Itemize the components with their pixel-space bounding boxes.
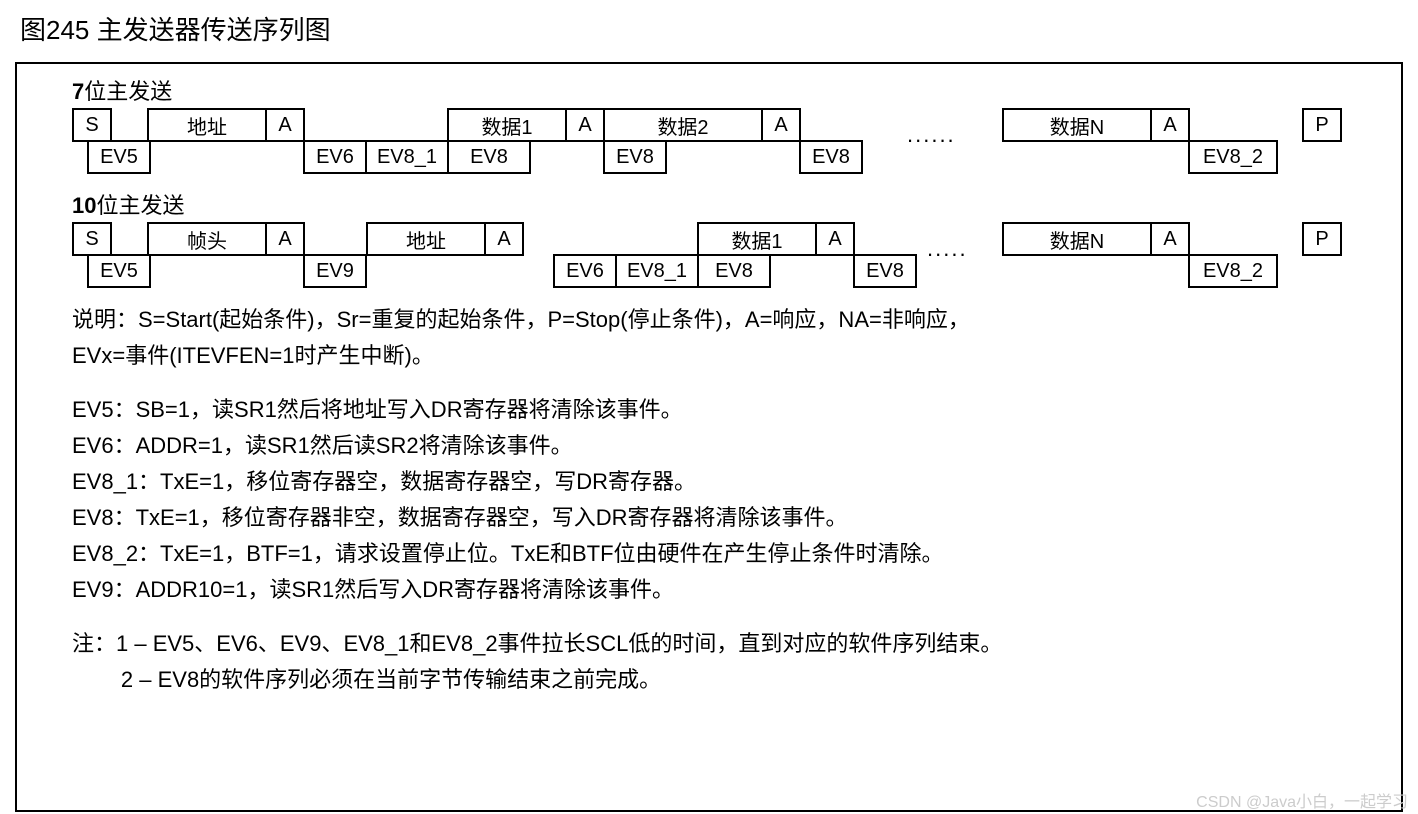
seq-box-bot: EV9 <box>303 254 367 288</box>
seq-box-bot: EV8 <box>447 140 531 174</box>
page: 图245 主发送器传送序列图 7位主发送 S地址A数据1A数据2A数据NAPEV… <box>0 0 1418 814</box>
seq-box-top: A <box>265 108 305 142</box>
ellipsis: ..... <box>927 236 968 262</box>
seq-box-bot: EV6 <box>553 254 617 288</box>
desc-ev6: EV6：ADDR=1，读SR1然后读SR2将清除该事件。 <box>72 428 1401 464</box>
seq-box-bot: EV8_2 <box>1188 140 1278 174</box>
seq-box-top: A <box>815 222 855 256</box>
section-10bit-label: 10位主发送 <box>72 188 1401 220</box>
seq-box-top: 地址 <box>147 108 267 142</box>
desc-ev8-1: EV8_1：TxE=1，移位寄存器空，数据寄存器空，写DR寄存器。 <box>72 464 1401 500</box>
desc-ev8-2: EV8_2：TxE=1，BTF=1，请求设置停止位。TxE和BTF位由硬件在产生… <box>72 536 1401 572</box>
desc-legend-2: EVx=事件(ITEVFEN=1时产生中断)。 <box>72 338 1401 374</box>
desc-ev9: EV9：ADDR10=1，读SR1然后写入DR寄存器将清除该事件。 <box>72 572 1401 608</box>
desc-legend-1: 说明：S=Start(起始条件)，Sr=重复的起始条件，P=Stop(停止条件)… <box>72 302 1401 338</box>
seq-box-bot: EV8 <box>853 254 917 288</box>
seq-box-top: 数据N <box>1002 108 1152 142</box>
seq-box-top: A <box>1150 222 1190 256</box>
desc-note2: 2 – EV8的软件序列必须在当前字节传输结束之前完成。 <box>72 662 1401 698</box>
diagram-frame: 7位主发送 S地址A数据1A数据2A数据NAPEV5EV6EV8_1EV8EV8… <box>15 62 1403 812</box>
desc-ev5: EV5：SB=1，读SR1然后将地址写入DR寄存器将清除该事件。 <box>72 392 1401 428</box>
seq-box-top: S <box>72 222 112 256</box>
seq-box-top: A <box>761 108 801 142</box>
ellipsis: ...... <box>907 122 956 148</box>
seq-box-top: P <box>1302 222 1342 256</box>
seq-box-bot: EV8 <box>799 140 863 174</box>
seq-box-top: 地址 <box>366 222 486 256</box>
seq-box-bot: EV8_2 <box>1188 254 1278 288</box>
section-7bit-label: 7位主发送 <box>72 74 1401 106</box>
seq-box-bot: EV5 <box>87 140 151 174</box>
seq-box-top: 数据2 <box>603 108 763 142</box>
seq-box-top: P <box>1302 108 1342 142</box>
seq-box-top: 数据1 <box>447 108 567 142</box>
sequence-10bit: S帧头A地址A数据1A数据NAPEV5EV9EV6EV8_1EV8EV8EV8_… <box>17 222 1401 292</box>
seq-box-bot: EV8_1 <box>615 254 699 288</box>
description-block: 说明：S=Start(起始条件)，Sr=重复的起始条件，P=Stop(停止条件)… <box>72 302 1401 698</box>
seq-box-bot: EV5 <box>87 254 151 288</box>
desc-ev8: EV8：TxE=1，移位寄存器非空，数据寄存器空，写入DR寄存器将清除该事件。 <box>72 500 1401 536</box>
seq-box-bot: EV6 <box>303 140 367 174</box>
seq-box-top: 数据N <box>1002 222 1152 256</box>
seq-box-bot: EV8 <box>603 140 667 174</box>
seq-box-top: A <box>565 108 605 142</box>
seq-box-top: S <box>72 108 112 142</box>
seq-box-top: 帧头 <box>147 222 267 256</box>
seq-box-top: A <box>1150 108 1190 142</box>
seq-box-top: A <box>265 222 305 256</box>
seq-box-top: 数据1 <box>697 222 817 256</box>
figure-title: 图245 主发送器传送序列图 <box>0 0 1418 47</box>
seq-box-bot: EV8_1 <box>365 140 449 174</box>
sequence-7bit: S地址A数据1A数据2A数据NAPEV5EV6EV8_1EV8EV8EV8EV8… <box>17 108 1401 178</box>
seq-box-bot: EV8 <box>697 254 771 288</box>
seq-box-top: A <box>484 222 524 256</box>
watermark: CSDN @Java小白，一起学习 <box>1196 788 1408 812</box>
desc-note1: 注：1 – EV5、EV6、EV9、EV8_1和EV8_2事件拉长SCL低的时间… <box>72 626 1401 662</box>
